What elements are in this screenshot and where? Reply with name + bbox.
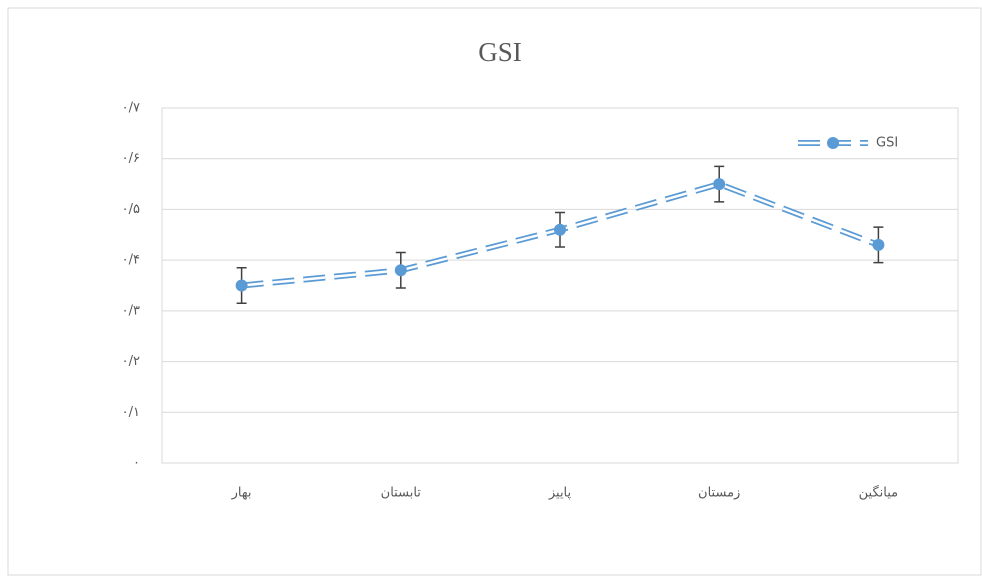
data-point — [554, 223, 566, 236]
data-point — [713, 178, 726, 191]
chart-border — [7, 7, 982, 576]
data-point — [872, 238, 885, 251]
x-tick-label: زمستان — [698, 486, 740, 501]
y-tick-label: ۰/۷ — [122, 101, 140, 116]
legend-marker — [827, 137, 839, 149]
legend-label: GSI — [876, 136, 898, 151]
y-tick-label: ۰/۵ — [122, 202, 140, 217]
y-tick-label: ۰/۴ — [122, 253, 140, 268]
data-point — [235, 279, 248, 292]
x-tick-label: میانگین — [859, 485, 898, 501]
x-tick-label: بهار — [231, 486, 252, 501]
y-tick-label: ۰ — [133, 456, 140, 471]
y-tick-label: ۰/۲ — [122, 354, 140, 369]
y-tick-label: ۰/۶ — [122, 151, 140, 166]
y-tick-label: ۰/۱ — [122, 405, 140, 420]
x-tick-label: تابستان — [381, 486, 422, 501]
y-tick-label: ۰/۳ — [122, 303, 140, 318]
data-point — [394, 264, 407, 277]
x-tick-label: پاییز — [548, 486, 572, 501]
chart-title: GSI — [478, 37, 522, 67]
